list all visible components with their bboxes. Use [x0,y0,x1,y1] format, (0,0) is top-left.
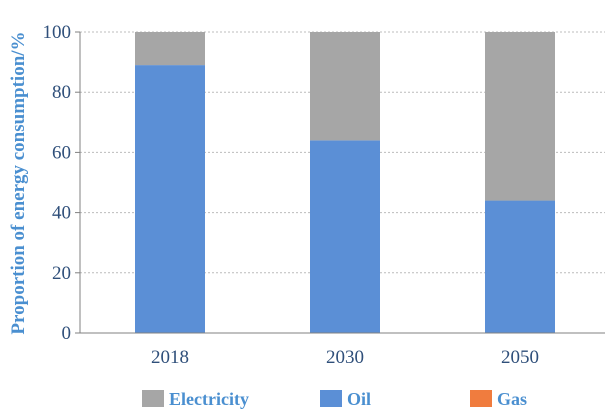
y-tick-labels: 0 20 40 60 80 100 [43,22,72,344]
bars [135,32,555,334]
legend-label-gas: Gas [497,389,527,409]
legend-swatch-electricity [142,390,164,407]
bar-electricity-2050 [485,32,555,201]
axes [75,31,605,334]
bar-electricity-2030 [310,32,380,141]
y-tick-label-40: 40 [52,203,71,224]
x-tick-label-2030: 2030 [326,347,364,368]
y-tick-label-80: 80 [52,82,71,103]
legend: Electricity Oil Gas [142,389,527,409]
y-tick-label-0: 0 [62,323,72,344]
bar-oil-2030 [310,140,380,333]
y-tick-label-60: 60 [52,142,71,163]
bar-electricity-2018 [135,32,205,66]
bar-oil-2050 [485,200,555,333]
x-tick-label-2018: 2018 [151,347,189,368]
legend-swatch-oil [320,390,342,407]
x-tick-labels: 2018 2030 2050 [151,347,539,368]
y-tick-label-100: 100 [43,22,72,43]
legend-label-electricity: Electricity [169,389,249,409]
legend-label-oil: Oil [347,389,371,409]
x-tick-label-2050: 2050 [501,347,539,368]
legend-swatch-gas [470,390,492,407]
y-axis-label: Proportion of energy consumption/% [8,31,29,334]
y-tick-label-20: 20 [52,263,71,284]
bar-oil-2018 [135,65,205,334]
